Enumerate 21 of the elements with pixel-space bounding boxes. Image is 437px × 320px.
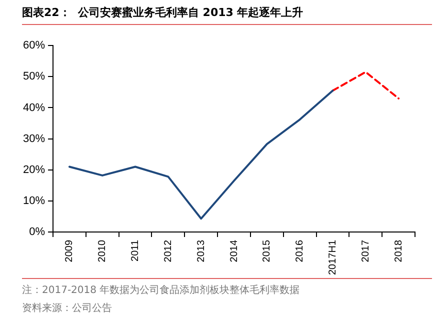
y-tick-label: 10% [22,194,46,207]
y-tick-label: 50% [22,70,46,83]
x-tick-label: 2018 [393,240,404,262]
x-tick-label: 2013 [196,240,207,262]
x-tick-label: 2012 [162,240,174,262]
x-tick-label: 2017H1 [327,240,338,275]
x-tick-label: 2017 [360,240,372,262]
x-tick-label: 2011 [130,240,142,262]
text: 注：2017-2018 年数据为公司食品添加剂板块整体毛利率数据 [22,284,301,297]
y-tick-label: 30% [22,132,46,145]
text: 资料来源：公司公告 [22,302,113,315]
x-tick-label: 2009 [64,240,76,262]
chart-title: 图表22： 公司安赛蜜业务毛利率自 2013 年起逐年上升 [22,5,432,25]
y-tick-label: 20% [22,164,46,176]
x-tick-label: 2016 [294,240,306,262]
x-tick-label: 2015 [262,240,273,262]
x-tick-label: 2014 [228,240,240,262]
x-tick-label: 2010 [97,240,108,262]
y-tick-label: 40% [22,102,46,114]
y-tick-label: 0% [29,226,46,238]
y-tick-label: 60% [22,40,46,52]
